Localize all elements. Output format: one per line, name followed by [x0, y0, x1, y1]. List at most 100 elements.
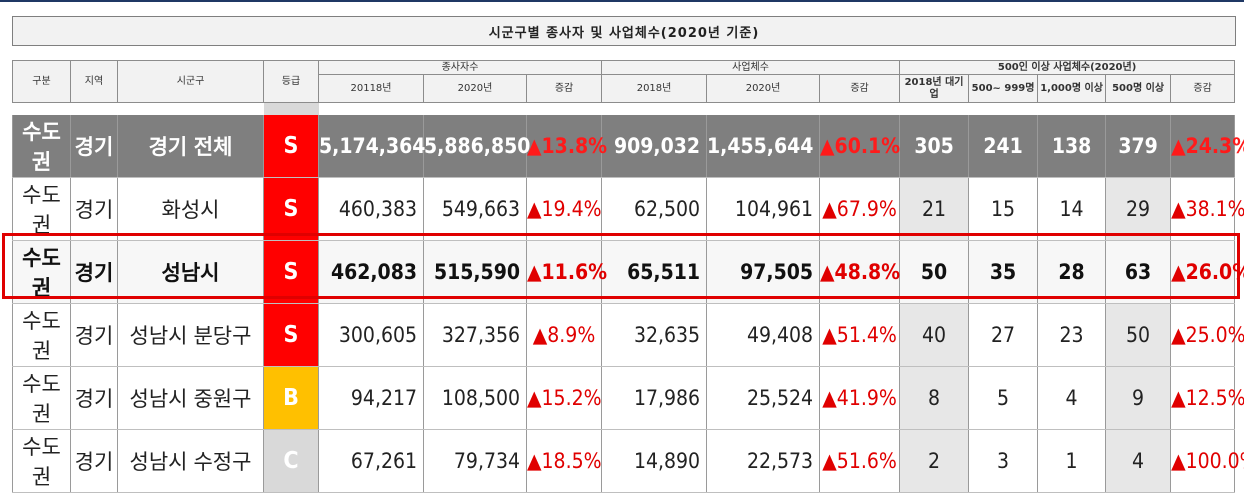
header-large-2018: 2018년 대기업 — [899, 74, 970, 103]
cell-biz-change: ▲51.4% — [819, 303, 901, 367]
cell-district: 성남시 분당구 — [117, 303, 264, 367]
grade-badge: C — [263, 429, 319, 493]
cell-large-change: ▲12.5% — [1170, 366, 1244, 430]
header-district: 시군구 — [117, 60, 264, 103]
table-row: 수도권 경기 성남시 중원구 B 94,217 108,500 ▲15.2% 1… — [12, 366, 1244, 430]
cell-biz-2018: 65,511 — [601, 240, 708, 304]
table-row: 수도권 경기 성남시 수정구 C 67,261 79,734 ▲18.5% 14… — [12, 429, 1244, 493]
statistics-table: 구분 지역 시군구 등급 종사자수 사업체수 500인 이상 사업체수(2020… — [12, 60, 1244, 493]
cell-emp-2020: 515,590 — [423, 240, 527, 304]
cell-emp-2018: 460,383 — [318, 177, 424, 241]
table-row: 수도권 경기 성남시 분당구 S 300,605 327,356 ▲8.9% 3… — [12, 303, 1244, 367]
header-emp-2020: 2020년 — [423, 74, 527, 103]
cell-biz-2018: 14,890 — [601, 429, 708, 493]
header-biz-2018: 2018년 — [601, 74, 708, 103]
cell-large-500-999: 241 — [968, 115, 1039, 178]
cell-large-500: 379 — [1105, 115, 1172, 178]
header-large-500: 500명 이상 — [1105, 74, 1172, 103]
cell-emp-2020: 5,886,850 — [423, 115, 530, 178]
cell-emp-2018: 300,605 — [318, 303, 424, 367]
cell-large-change: ▲26.0% — [1170, 240, 1244, 304]
header-grade: 등급 — [263, 60, 319, 103]
cell-large-500: 50 — [1105, 303, 1172, 367]
cell-emp-change: ▲19.4% — [525, 177, 603, 241]
cell-large-500-999: 35 — [968, 240, 1039, 304]
cell-emp-2020: 549,663 — [423, 177, 527, 241]
cell-emp-2018: 462,083 — [318, 240, 424, 304]
cell-biz-2020: 49,408 — [706, 303, 821, 367]
table-row: 수도권 경기 경기 전체 S 5,174,364 5,886,850 ▲13.8… — [12, 115, 1244, 178]
header-group: 구분 — [12, 60, 71, 103]
header-emp-2018: 20118년 — [318, 74, 424, 103]
cell-biz-2020: 104,961 — [706, 177, 821, 241]
cell-large-500: 4 — [1105, 429, 1172, 493]
cell-biz-2018: 32,635 — [601, 303, 708, 367]
cell-district: 성남시 — [117, 240, 264, 304]
cell-region: 경기 — [70, 177, 118, 241]
cell-large-500: 29 — [1105, 177, 1172, 241]
header-large-1000: 1,000명 이상 — [1037, 74, 1107, 103]
cell-emp-2020: 108,500 — [423, 366, 527, 430]
cell-large-500-999: 27 — [968, 303, 1039, 367]
cell-biz-2020: 25,524 — [706, 366, 821, 430]
cell-emp-2018: 5,174,364 — [318, 115, 425, 178]
cell-biz-2020: 97,505 — [706, 240, 821, 304]
header-region: 지역 — [70, 60, 118, 103]
header-biz-change: 증감 — [819, 74, 901, 103]
grade-badge: S — [263, 115, 319, 178]
cell-large-500-999: 5 — [968, 366, 1039, 430]
cell-biz-change: ▲67.9% — [819, 177, 901, 241]
cell-large-1000: 14 — [1037, 177, 1107, 241]
cell-region: 경기 — [70, 115, 118, 178]
header-large-500-999: 500~ 999명 — [968, 74, 1039, 103]
cell-large-500-999: 3 — [968, 429, 1039, 493]
cell-district: 경기 전체 — [117, 115, 264, 178]
cell-large-change: ▲38.1% — [1170, 177, 1244, 241]
cell-district: 성남시 수정구 — [117, 429, 264, 493]
header-large-change: 증감 — [1170, 74, 1236, 103]
header-emp-change: 증감 — [525, 74, 603, 103]
cell-group: 수도권 — [12, 303, 71, 367]
cell-large-1000: 138 — [1037, 115, 1107, 178]
cell-large-1000: 28 — [1037, 240, 1107, 304]
cell-large-2018: 305 — [899, 115, 970, 178]
top-border-line — [0, 0, 1244, 2]
cell-emp-2018: 67,261 — [318, 429, 424, 493]
cell-group: 수도권 — [12, 366, 71, 430]
header-businesses: 사업체수 — [601, 60, 901, 75]
cell-region: 경기 — [70, 366, 118, 430]
cell-emp-2020: 327,356 — [423, 303, 527, 367]
cell-group: 수도권 — [12, 177, 71, 241]
cell-group: 수도권 — [12, 429, 71, 493]
cell-large-1000: 23 — [1037, 303, 1107, 367]
cell-emp-change: ▲15.2% — [525, 366, 603, 430]
cell-large-500: 9 — [1105, 366, 1172, 430]
table-title: 시군구별 종사자 및 사업체수(2020년 기준) — [12, 16, 1236, 46]
cell-biz-change: ▲51.6% — [819, 429, 901, 493]
cell-large-2018: 21 — [899, 177, 970, 241]
cell-emp-change: ▲18.5% — [525, 429, 603, 493]
cell-large-500-999: 15 — [968, 177, 1039, 241]
cell-large-2018: 8 — [899, 366, 970, 430]
cell-biz-change: ▲48.8% — [819, 240, 900, 304]
grade-badge: S — [263, 303, 319, 367]
cell-region: 경기 — [70, 240, 118, 304]
cell-biz-2020: 1,455,644 — [706, 115, 821, 178]
header-employees: 종사자수 — [317, 60, 603, 75]
cell-large-1000: 1 — [1037, 429, 1107, 493]
cell-large-2018: 40 — [899, 303, 970, 367]
cell-large-1000: 4 — [1037, 366, 1107, 430]
cell-biz-2018: 909,032 — [601, 115, 708, 178]
grade-badge: S — [263, 240, 319, 304]
grade-badge: B — [263, 366, 319, 430]
cell-large-2018: 2 — [899, 429, 970, 493]
cell-large-change: ▲100.0% — [1170, 429, 1244, 493]
cell-emp-2018: 94,217 — [318, 366, 424, 430]
cell-biz-2020: 22,573 — [706, 429, 821, 493]
cell-group: 수도권 — [12, 115, 71, 178]
cell-large-2018: 50 — [899, 240, 970, 304]
cell-biz-2018: 17,986 — [601, 366, 708, 430]
cell-district: 화성시 — [117, 177, 264, 241]
table-row: 수도권 경기 화성시 S 460,383 549,663 ▲19.4% 62,5… — [12, 177, 1244, 241]
grade-badge: S — [263, 177, 319, 241]
